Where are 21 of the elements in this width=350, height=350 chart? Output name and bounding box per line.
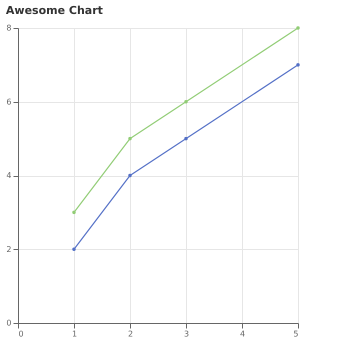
x-tick-label: 1 xyxy=(72,330,78,338)
y-tick-label: 8 xyxy=(6,24,12,32)
line-series xyxy=(72,63,300,251)
x-tick-label: 3 xyxy=(184,330,190,338)
x-tick-label: 2 xyxy=(128,330,134,338)
point xyxy=(296,26,300,30)
point xyxy=(128,174,132,178)
x-tick-label: 4 xyxy=(240,330,246,338)
x-tick-label: 0 xyxy=(18,330,24,338)
point xyxy=(72,248,76,251)
y-tick-label: 2 xyxy=(6,244,12,254)
y-tick-label: 4 xyxy=(6,171,12,180)
y-tick-label: 0 xyxy=(6,318,12,328)
chart-title: Awesome Chart xyxy=(6,4,103,17)
y-tick-label: 6 xyxy=(6,97,12,106)
x-tick-label: 5 xyxy=(293,330,298,338)
point xyxy=(296,63,300,67)
point xyxy=(184,100,188,104)
point xyxy=(128,136,132,140)
point xyxy=(72,210,76,214)
point xyxy=(184,136,188,140)
